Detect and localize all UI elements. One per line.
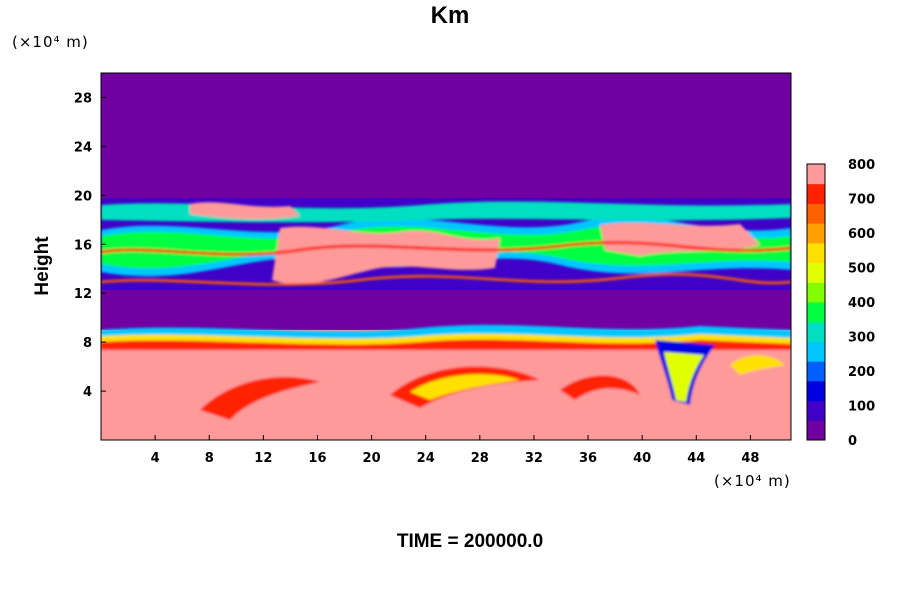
- x-tick-label: 40: [633, 451, 651, 466]
- colorbar-tick-label: 700: [848, 193, 875, 208]
- colorbar: 0 100 200 300 400 500 600 700 800: [806, 158, 875, 449]
- colorbar-swatch: [807, 282, 825, 303]
- eddy-4: [730, 355, 785, 375]
- y-tick-label: 28: [74, 91, 92, 106]
- turbulent-layer-top-core: [190, 202, 300, 220]
- x-tick-label: 36: [579, 451, 597, 466]
- x-tick-label: 12: [254, 451, 272, 466]
- colorbar-swatch: [807, 380, 825, 402]
- time-value: 200000.0: [463, 531, 544, 552]
- upper-stable-layer: [101, 73, 791, 203]
- plot-area: [101, 73, 791, 440]
- turbulent-layer-core-2: [600, 222, 760, 256]
- x-tick-label: 4: [151, 451, 160, 466]
- y-tick-label: 16: [74, 238, 92, 253]
- x-tick-label: 32: [525, 451, 543, 466]
- colorbar-swatch: [807, 262, 825, 283]
- colorbar-tick-label: 600: [848, 227, 875, 242]
- time-readout: TIME200000.0: [0, 531, 900, 553]
- plot-frame: [100, 72, 792, 441]
- y-axis-unit: (×10⁴ m): [12, 33, 89, 51]
- colorbar-frame: [806, 163, 826, 441]
- x-axis-unit: (×10⁴ m): [714, 472, 791, 490]
- colorbar-tick-label: 0: [848, 434, 857, 449]
- y-axis-ticks: 4 8 12 16 20 24 28: [74, 91, 106, 400]
- x-axis-ticks: 4 8 12 16 20 24 28 32 36 40 44 48: [151, 435, 759, 466]
- y-tick-label: 12: [74, 287, 92, 302]
- colorbar-swatch: [807, 203, 825, 224]
- colorbar-swatch: [807, 183, 825, 204]
- x-tick-label: 16: [308, 451, 326, 466]
- colorbar-swatch: [807, 164, 825, 185]
- x-tick-label: 20: [363, 451, 381, 466]
- turbulent-layer-core: [272, 226, 500, 285]
- turbulent-layer-red-edge-2: [101, 273, 791, 286]
- colorbar-tick-label: 800: [848, 158, 875, 173]
- colorbar-swatch: [807, 420, 825, 441]
- colorbar-tick-label: 100: [848, 400, 875, 415]
- y-tick-label: 20: [74, 189, 92, 204]
- colorbar-swatch: [807, 341, 825, 362]
- y-tick-label: 8: [83, 336, 92, 351]
- colorbar-tick-label: 400: [848, 296, 875, 311]
- x-tick-label: 8: [205, 451, 214, 466]
- x-tick-label: 28: [471, 451, 489, 466]
- chart-title: Km: [430, 2, 470, 29]
- colorbar-tick-label: 200: [848, 365, 875, 380]
- colorbar-swatch: [807, 321, 825, 342]
- plume-column-core: [664, 352, 704, 402]
- eddy-3: [560, 375, 640, 400]
- y-tick-label: 24: [74, 140, 92, 155]
- colorbar-tick-label: 500: [848, 262, 875, 277]
- colorbar-swatch: [807, 223, 825, 244]
- y-tick-label: 4: [83, 385, 92, 400]
- eddy-2-core: [410, 374, 520, 400]
- colorbar-swatch: [807, 302, 825, 323]
- x-tick-label: 48: [741, 451, 759, 466]
- eddy-1: [200, 377, 320, 420]
- colorbar-swatch: [807, 242, 825, 264]
- colorbar-swatch: [807, 400, 825, 421]
- turbulent-layer-red-edge: [101, 241, 791, 256]
- boundary-layer-top-edge-red: [101, 339, 791, 352]
- colorbar-tick-label: 300: [848, 331, 875, 346]
- colorbar-swatch: [807, 361, 825, 382]
- x-tick-label: 24: [417, 451, 435, 466]
- x-tick-label: 44: [687, 451, 705, 466]
- time-label: TIME: [397, 531, 464, 552]
